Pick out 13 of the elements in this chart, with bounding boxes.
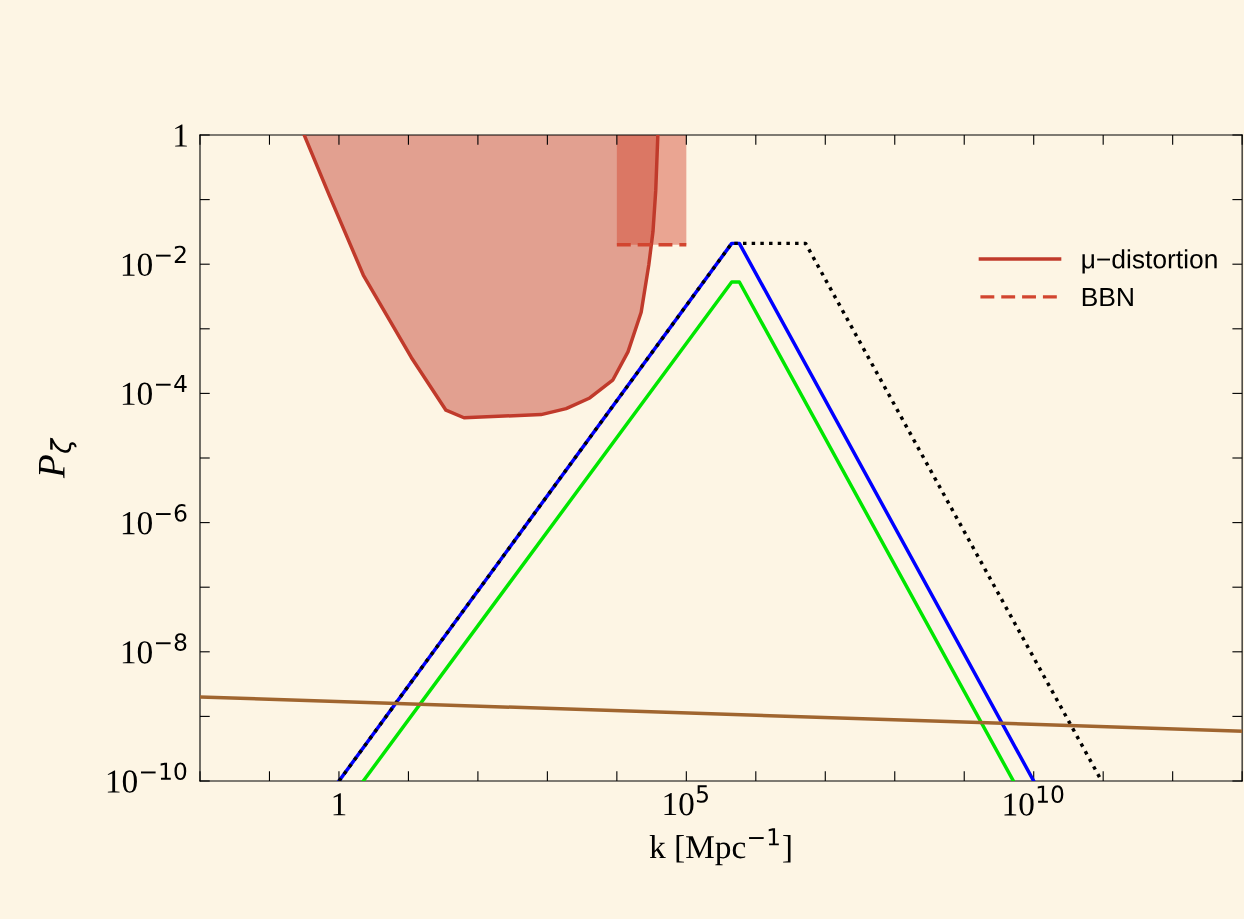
x-tick-label: 10$^{10}$ <box>1004 785 1064 816</box>
legend-label: BBN <box>1082 287 1133 307</box>
y-tick-label: 1 <box>175 124 187 147</box>
x-tick-label: 10$^{5}$ <box>664 785 708 816</box>
y-tick-label: 10$^{−10}$ <box>107 762 187 793</box>
x-axis-title: k [Mpc$^{−1}$] <box>649 828 791 866</box>
y-tick-label: 10$^{−4}$ <box>122 375 187 406</box>
x-tick-label: 1 <box>333 793 346 816</box>
y-axis-title: P$_{ζ}$ <box>39 437 77 479</box>
y-tick-label: 10$^{−8}$ <box>122 633 187 664</box>
y-tick-label: 10$^{−6}$ <box>122 504 187 535</box>
y-tick-label: 10$^{−2}$ <box>122 245 186 277</box>
legend-label: μ−distortion <box>1082 249 1217 274</box>
